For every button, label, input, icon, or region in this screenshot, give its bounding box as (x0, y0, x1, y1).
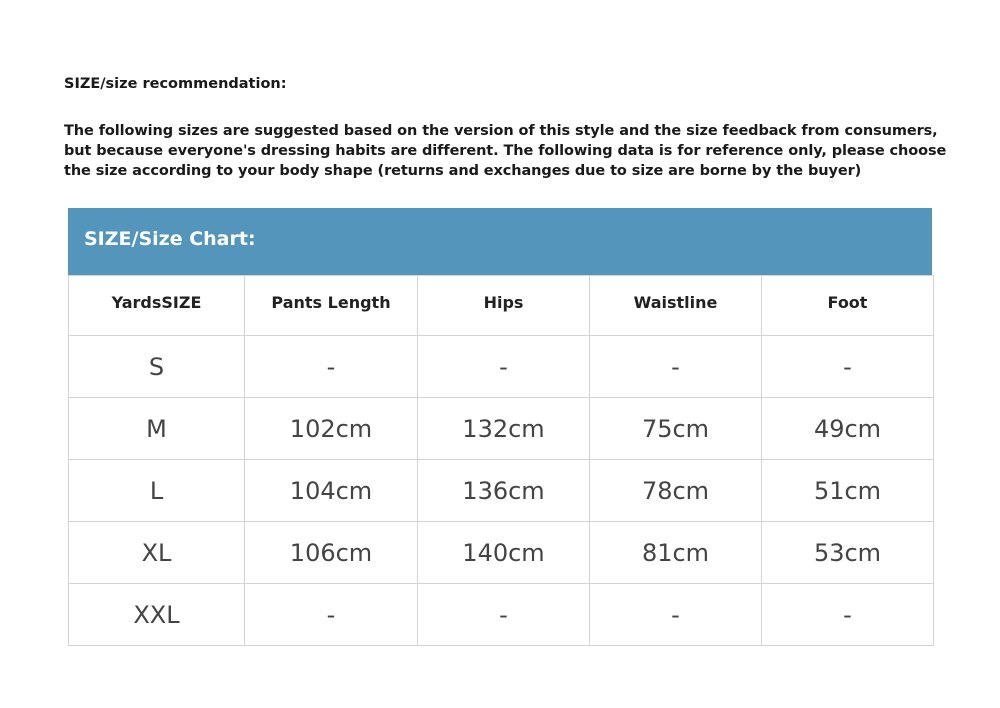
table-cell: - (589, 335, 762, 398)
table-row: S---- (68, 335, 934, 398)
table-cell: 140cm (417, 521, 590, 584)
table-cell: XXL (68, 583, 245, 646)
table-cell: - (417, 583, 590, 646)
size-table: YardsSIZE Pants Length Hips Waistline Foot S -… (68, 275, 934, 646)
size-chart-title: SIZE/Size Chart: (84, 228, 256, 250)
table-row: M 102cm 132cm 75cm 49cm (68, 397, 934, 460)
table-row: XXL - - - - (68, 583, 934, 646)
table-cell: 81cm (589, 521, 762, 584)
column-header: Pants Length (244, 275, 418, 336)
table-cell: 104cm (244, 459, 418, 522)
table-cell: 136cm (417, 459, 590, 522)
table-cell: - (417, 335, 590, 398)
table-cell: 102cm (244, 397, 418, 460)
table-cell: 132cm (417, 397, 590, 460)
column-header: Foot (761, 275, 934, 336)
table-cell: L (68, 459, 245, 522)
table-cell: 49cm (761, 397, 934, 460)
table-cell: - (244, 583, 418, 646)
table-cell: - (244, 335, 418, 398)
table-cell: 75cm (589, 397, 762, 460)
table-cell: XL (68, 521, 245, 584)
table-row: L 104cm 136cm 78cm 51cm (68, 459, 934, 522)
table-header-row: YardsSIZE Pants Length Hips Waistline Foot (68, 275, 934, 336)
table-cell: 106cm (244, 521, 418, 584)
table-cell: S (68, 335, 245, 398)
intro-text: The following sizes are suggested based … (64, 123, 947, 179)
table-cell: - (761, 335, 934, 398)
table-cell: - (761, 583, 934, 646)
table-cell: M (68, 397, 245, 460)
table-cell: 53cm (761, 521, 934, 584)
table-cell: 78cm (589, 459, 762, 522)
table-cell: 51cm (761, 459, 934, 522)
column-header: Waistline (589, 275, 762, 336)
table-row: XL 106cm 140cm 81cm 53cm (68, 521, 934, 584)
column-header: Hips (417, 275, 590, 336)
column-header: YardsSIZE (68, 275, 245, 336)
table-cell: - (589, 583, 762, 646)
size-chart-banner: SIZE/Size Chart: (68, 208, 932, 275)
section-heading: SIZE/size recommendation: (64, 76, 287, 92)
